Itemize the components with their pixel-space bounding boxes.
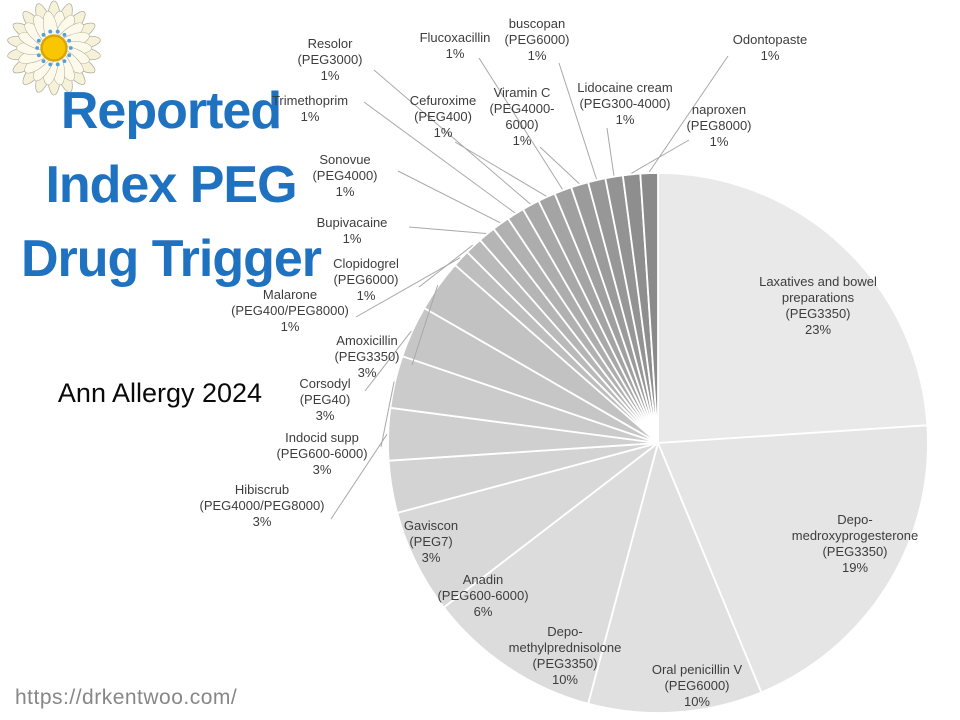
sunflower-dot: [48, 62, 53, 67]
leader-line-10: [355, 257, 461, 318]
sunflower-dot: [35, 46, 40, 50]
leader-line-17: [478, 57, 563, 190]
slide-title: Reported Index PEG Drug Trigger: [0, 74, 342, 296]
leader-line-22: [648, 55, 729, 173]
sunflower-dot: [41, 32, 46, 37]
sunflower-dot: [41, 59, 46, 64]
leader-line-20: [606, 127, 615, 176]
leader-line-15: [373, 69, 531, 205]
sunflower-dot: [48, 29, 53, 34]
pie-slice-2: [587, 442, 763, 714]
leader-line-18: [539, 146, 580, 185]
sunflower-dot: [67, 38, 72, 43]
sunflower-dot: [55, 62, 60, 67]
slide-title-line2: Index PEG: [45, 156, 297, 214]
footer-url: https://drkentwoo.com/: [15, 686, 238, 709]
pie-slice-1: [657, 424, 929, 694]
pie-slice-3: [442, 442, 659, 705]
sunflower-dot: [67, 53, 72, 58]
pie-slice-0: [657, 172, 929, 444]
pie-slice-22: [639, 172, 659, 444]
leader-line-14: [363, 101, 516, 214]
leader-line-11: [418, 244, 474, 288]
sunflower-icon: [7, 0, 101, 96]
sunflower-dot: [36, 38, 41, 43]
leader-line-12: [408, 226, 487, 234]
leader-line-7: [380, 381, 395, 448]
slide-title-line1: Reported: [60, 82, 282, 140]
leader-line-19: [558, 62, 597, 180]
leader-line-16: [454, 141, 547, 197]
leader-line-8: [364, 330, 412, 392]
sunflower-dot: [68, 46, 73, 50]
slide-title-line3: Drug Trigger: [20, 230, 322, 288]
leader-line-6: [330, 433, 388, 520]
citation-text: Ann Allergy 2024: [57, 378, 263, 408]
sunflower-dot: [55, 29, 60, 34]
leader-line-13: [397, 170, 501, 224]
sunflower-dot: [62, 32, 67, 37]
sunflower-dot: [62, 59, 67, 64]
leader-line-9: [411, 284, 439, 366]
sunflower-dot: [36, 53, 41, 58]
sunflower-logo: [6, 0, 102, 96]
sunflower-center: [40, 34, 68, 62]
